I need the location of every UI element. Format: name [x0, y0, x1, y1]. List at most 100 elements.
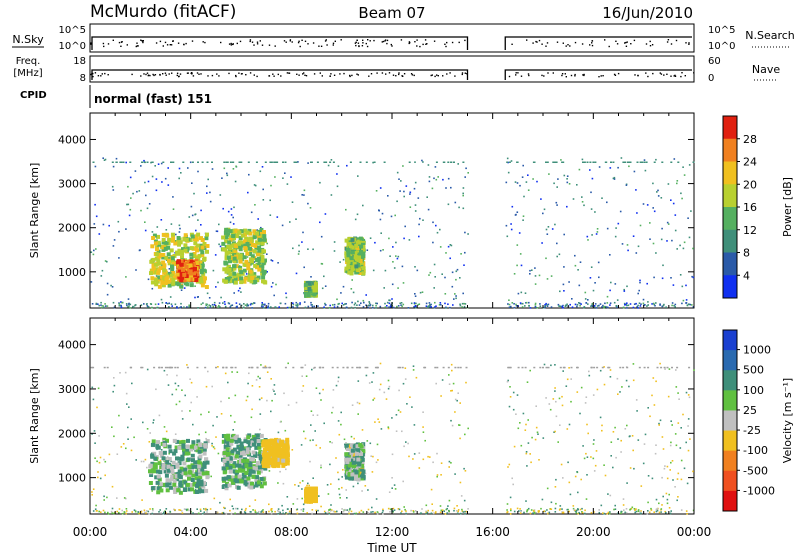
velocity-echo-cell — [243, 479, 248, 484]
power-echo-cell — [161, 260, 166, 265]
velocity-echo-point — [130, 418, 132, 420]
power-echo-point — [135, 269, 137, 271]
velocity-echo-point — [103, 366, 106, 369]
velocity-echo-point — [586, 474, 588, 476]
nsky-panel: N.Sky 10^5 10^0 10^5 10^0 N.Search — [12, 23, 795, 53]
power-echo-point — [204, 306, 207, 309]
power-echo-point — [463, 302, 465, 305]
nsky-dot — [688, 42, 690, 44]
velocity-echo-point — [125, 508, 128, 510]
velocity-echo-cell — [233, 435, 238, 440]
power-echo-cell — [196, 232, 201, 237]
power-echo-point — [145, 194, 147, 197]
velocity-echo-point — [251, 385, 254, 387]
velocity-echo-point — [506, 511, 509, 513]
power-echo-point — [536, 307, 539, 309]
velocity-echo-point — [379, 383, 382, 386]
velocity-echo-point — [181, 418, 184, 420]
power-echo-cell — [349, 271, 354, 276]
velocity-echo-point — [411, 406, 413, 408]
velocity-echo-point — [399, 411, 402, 413]
power-echo-point — [559, 290, 561, 293]
power-echo-point — [285, 296, 288, 299]
power-echo-cell — [193, 241, 198, 246]
freq-dot — [666, 73, 668, 75]
velocity-echo-cell — [360, 461, 365, 465]
velocity-echo-point — [680, 459, 683, 462]
velocity-echo-cell — [221, 439, 226, 444]
power-echo-point — [310, 161, 312, 163]
power-echo-point — [138, 190, 141, 192]
power-echo-point — [562, 307, 564, 309]
nsky-dot — [451, 41, 454, 44]
power-echo-cell — [246, 266, 251, 271]
power-echo-point — [430, 303, 432, 306]
power-echo-cell — [174, 281, 179, 286]
power-echo-point — [351, 301, 353, 304]
power-echo-point — [519, 302, 522, 304]
velocity-echo-point — [148, 441, 151, 443]
freq-dot — [164, 72, 167, 74]
velocity-echo-cell — [228, 469, 233, 474]
power-echo-cell — [179, 249, 184, 254]
freq-dot — [583, 73, 585, 76]
velocity-echo-point — [632, 449, 634, 452]
power-echo-point — [464, 251, 466, 254]
velocity-echo-point — [398, 508, 401, 511]
velocity-echo-point — [208, 411, 210, 413]
power-echo-point — [191, 214, 194, 217]
power-echo-point — [414, 293, 416, 295]
velocity-echo-point — [626, 482, 628, 484]
velocity-echo-point — [643, 366, 646, 369]
velocity-echo-cell — [224, 439, 229, 444]
power-echo-point — [151, 306, 153, 309]
nsky-dot — [232, 43, 234, 45]
power-echo-point — [329, 161, 332, 163]
power-echo-cell — [346, 265, 351, 270]
nsky-dot — [391, 45, 393, 47]
power-echo-point — [165, 302, 168, 304]
velocity-echo-cell — [234, 475, 239, 480]
power-echo-cell — [359, 244, 364, 249]
velocity-echo-point — [609, 376, 612, 378]
velocity-echo-point — [640, 510, 642, 512]
power-echo-point — [270, 259, 273, 261]
velocity-echo-point — [509, 386, 511, 388]
power-echo-point — [232, 161, 235, 163]
velocity-echo-point — [270, 378, 272, 380]
velocity-echo-point — [358, 511, 361, 514]
velocity-echo-point — [622, 366, 625, 369]
velocity-echo-point — [260, 511, 262, 513]
velocity-echo-point — [629, 435, 631, 437]
power-echo-point — [692, 276, 695, 279]
velocity-echo-cell — [185, 482, 190, 487]
velocity-echo-cell — [179, 440, 183, 445]
nsky-dot — [230, 44, 232, 46]
power-echo-point — [633, 303, 636, 305]
velocity-echo-point — [689, 438, 691, 440]
power-echo-point — [215, 286, 217, 288]
power-echo-point — [652, 207, 654, 209]
velocity-echo-cell — [150, 486, 155, 491]
velocity-echo-cell — [272, 442, 277, 447]
velocity-echo-point — [398, 389, 400, 392]
velocity-echo-point — [561, 404, 564, 407]
power-echo-point — [671, 304, 673, 307]
velocity-echo-point — [666, 465, 669, 468]
velocity-echo-point — [401, 510, 403, 513]
velocity-echo-point — [377, 511, 379, 514]
power-echo-point — [243, 306, 245, 309]
velocity-echo-cell — [271, 463, 276, 468]
power-echo-cell — [257, 248, 262, 253]
power-echo-point — [320, 235, 323, 238]
power-echo-cell — [242, 279, 247, 284]
velocity-echo-region — [344, 442, 366, 482]
velocity-echo-cell — [277, 443, 281, 448]
velocity-echo-point — [282, 482, 285, 485]
velocity-echo-point — [655, 444, 657, 446]
velocity-echo-point — [665, 492, 668, 495]
velocity-echo-point — [364, 485, 367, 487]
power-echo-point — [435, 305, 437, 307]
velocity-echo-point — [271, 508, 273, 510]
power-echo-point — [206, 292, 209, 295]
